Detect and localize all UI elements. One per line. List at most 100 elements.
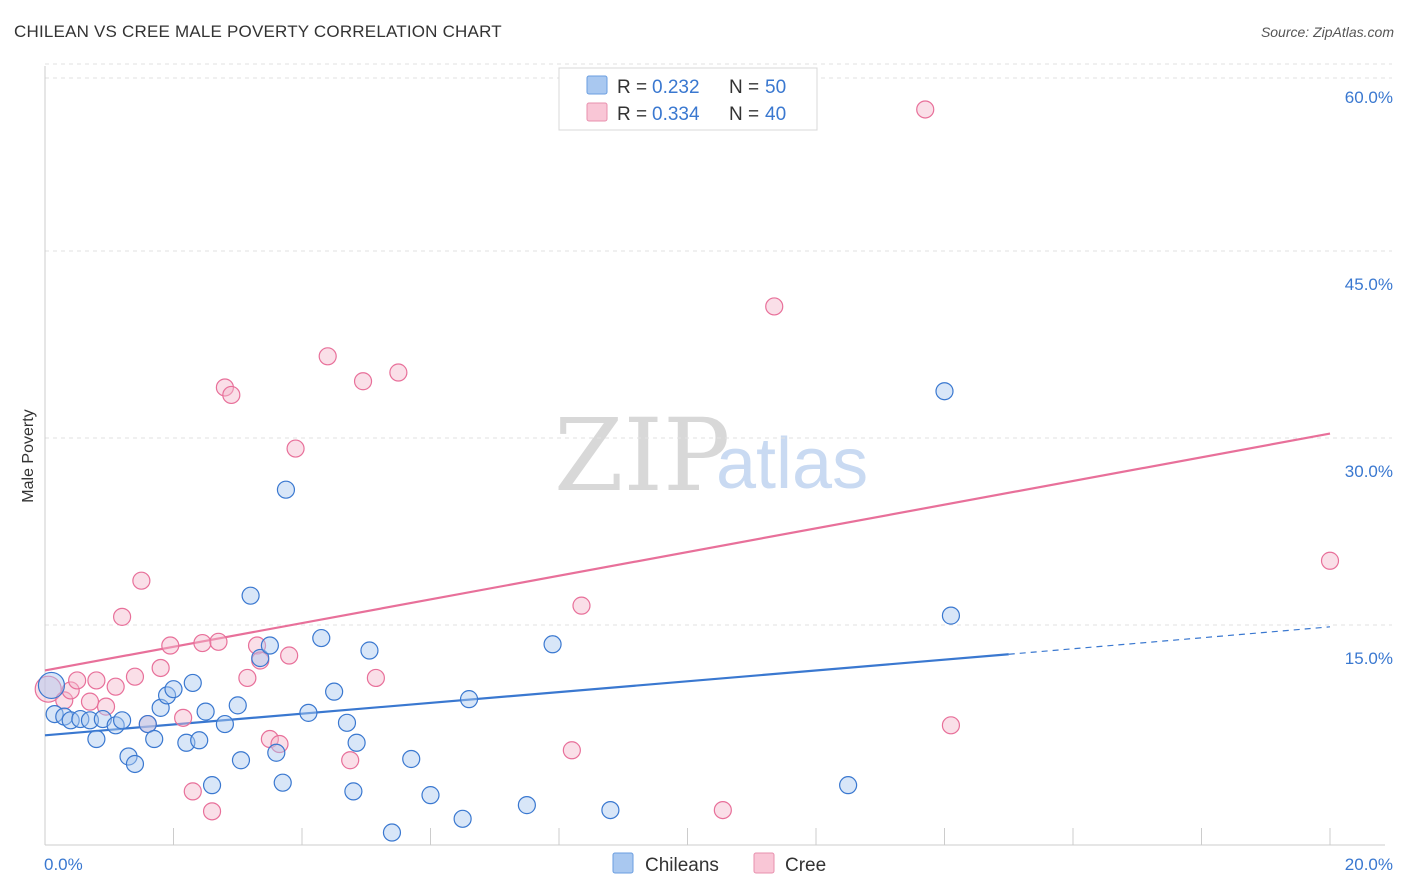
legend-swatch-cree (586, 102, 608, 122)
chileans-point (228, 696, 247, 715)
chileans-point (37, 671, 66, 700)
chileans-point (190, 731, 209, 750)
cree-point (151, 658, 170, 678)
source-label: Source: ZipAtlas.com (1260, 24, 1394, 40)
chileans-point (231, 751, 251, 770)
chileans-point (112, 711, 132, 730)
chileans-point (71, 709, 90, 729)
chileans-point (145, 729, 164, 749)
cree-point (193, 633, 212, 653)
chileans-point (273, 773, 292, 792)
legend-bottom-label-cree: Cree (785, 855, 826, 876)
chileans-point (183, 673, 202, 693)
y-tick-label: 15.0% (1345, 649, 1393, 668)
chileans-point (196, 702, 215, 721)
chileans-point (337, 713, 357, 732)
cree-point (161, 636, 180, 655)
chileans-point (299, 703, 318, 722)
chileans-point (241, 586, 260, 605)
cree-point (765, 297, 784, 316)
cree-point (55, 691, 74, 710)
cree-point (572, 596, 591, 615)
chileans-point (276, 480, 296, 499)
cree-point (238, 668, 257, 688)
x-tick-labels: 0.0% 20.0% (44, 828, 1393, 874)
chileans-point (360, 641, 379, 660)
cree-point (106, 677, 125, 696)
axes (44, 66, 1385, 846)
chileans-point (260, 636, 279, 655)
chileans-point (421, 786, 440, 805)
chileans-point (601, 800, 620, 820)
cree-point (112, 607, 132, 626)
chileans-point (347, 733, 366, 752)
chileans-point (453, 809, 472, 828)
legend-bottom-label-chileans: Chileans (645, 855, 719, 876)
legend-r-value-cree: 0.334 (652, 104, 700, 125)
chileans-point (125, 754, 145, 774)
chileans-point (459, 690, 479, 709)
chileans-point (80, 711, 100, 730)
cree-point (87, 671, 106, 690)
y-tick-label: 30.0% (1345, 462, 1393, 481)
chileans-point (164, 680, 183, 699)
trend-line-chileans (44, 653, 1009, 737)
legend-top: R = 0.232 N = 50 R = 0.334 N = 40 (558, 67, 818, 131)
gridlines (45, 63, 1392, 626)
legend-r-value-chileans: 0.232 (652, 77, 700, 98)
chart-title: CHILEAN VS CREE MALE POVERTY CORRELATION… (14, 22, 502, 41)
cree-point (215, 378, 234, 397)
legend-n-label-cree: N = (729, 104, 759, 125)
chileans-point (543, 635, 562, 654)
chileans-points (37, 382, 961, 842)
cree-point (222, 385, 241, 405)
x-tick-label-min: 0.0% (44, 855, 83, 874)
chileans-point (402, 749, 421, 769)
chileans-point (138, 714, 157, 734)
chileans-point (61, 711, 80, 730)
watermark-zip: ZIP (554, 397, 730, 514)
cree-point (209, 632, 228, 651)
cree-point (286, 439, 305, 458)
chileans-point (215, 714, 234, 734)
cree-point (366, 668, 385, 688)
cree-points (34, 100, 1340, 821)
chileans-point (87, 729, 106, 749)
chileans-point (382, 823, 402, 842)
legend-bottom-swatch-chileans (612, 852, 634, 874)
chileans-point (312, 628, 331, 648)
legend-r-label-chileans: R = (617, 77, 647, 98)
chileans-point (517, 796, 536, 815)
trend-line-chileans-extension (1008, 626, 1331, 655)
chileans-point (941, 606, 961, 625)
legend-r-label-cree: R = (617, 104, 647, 125)
trend-lines (44, 432, 1331, 737)
cree-point (80, 692, 100, 711)
cree-point (34, 675, 62, 703)
legend-n-value-cree: 40 (765, 104, 786, 125)
chileans-point (325, 682, 344, 701)
chileans-point (344, 782, 363, 801)
cree-point (183, 782, 202, 801)
chileans-point (267, 743, 286, 762)
cree-point (916, 100, 935, 119)
y-axis-label: Male Poverty (20, 409, 37, 502)
cree-point (341, 751, 360, 770)
cree-point (389, 363, 408, 382)
cree-point (280, 646, 299, 665)
cree-point (318, 347, 337, 366)
cree-point (1320, 551, 1340, 570)
chileans-point (119, 747, 138, 766)
legend-n-value-chileans: 50 (765, 77, 786, 98)
cree-point (68, 671, 87, 690)
y-tick-label: 45.0% (1345, 275, 1393, 294)
legend-swatch-chileans (586, 75, 608, 95)
chileans-point (839, 776, 858, 795)
y-tick-label: 60.0% (1345, 88, 1393, 107)
watermark-atlas: atlas (716, 424, 868, 504)
cree-point (562, 741, 581, 760)
x-tick-label-max: 20.0% (1345, 855, 1393, 874)
cree-point (941, 716, 961, 735)
legend-bottom: Chileans Cree (612, 852, 826, 876)
